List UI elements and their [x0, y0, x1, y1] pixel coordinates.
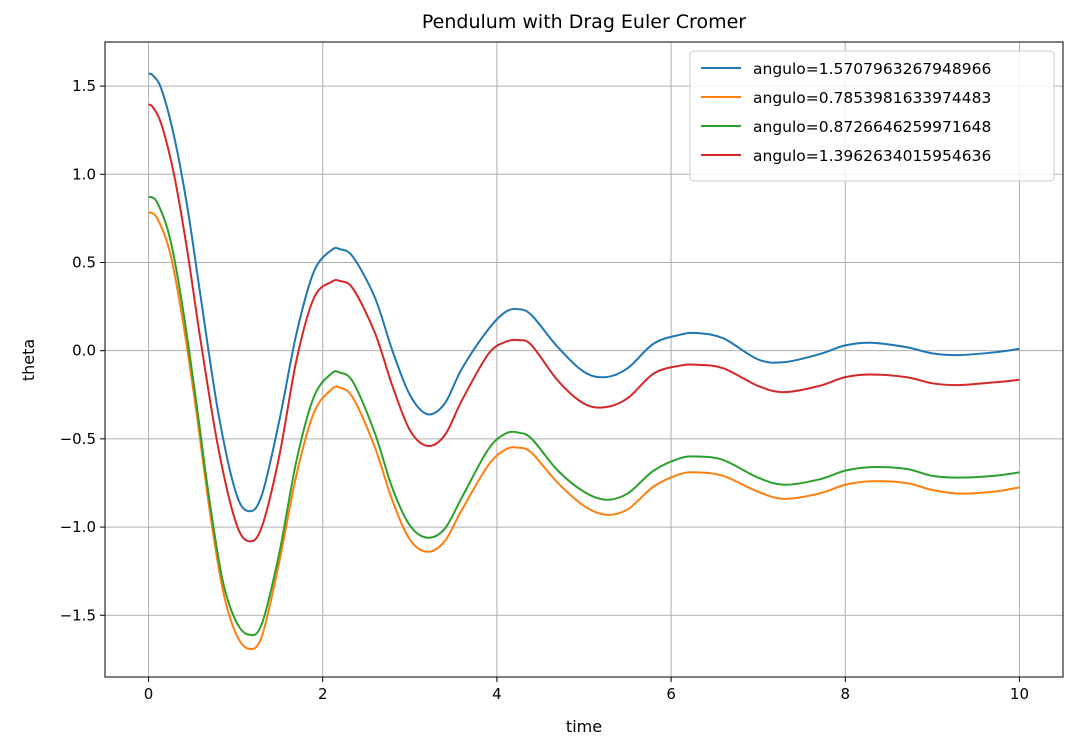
x-tick-label: 0 [144, 685, 154, 703]
chart-title: Pendulum with Drag Euler Cromer [422, 11, 746, 33]
grid [105, 42, 1063, 677]
series-lines [147, 72, 1020, 651]
x-tick-label: 10 [1010, 685, 1029, 703]
x-axis-label: time [566, 717, 602, 736]
plot-frame [104, 41, 1064, 678]
x-axis-ticks: 0 2 4 6 8 10 [144, 677, 1029, 703]
y-tick-label: −1.0 [60, 518, 96, 536]
legend-label: angulo=0.7853981633974483 [753, 89, 991, 107]
y-tick-label: 0.5 [72, 253, 96, 271]
x-tick-label: 8 [840, 685, 850, 703]
x-tick-label: 2 [318, 685, 328, 703]
series-line-4 [148, 103, 1020, 543]
legend-box [689, 50, 1055, 182]
x-tick-label: 4 [492, 685, 502, 703]
legend-label: angulo=0.8726646259971648 [753, 118, 991, 136]
y-tick-label: −1.5 [60, 606, 96, 624]
legend-label: angulo=1.3962634015954636 [753, 147, 991, 165]
y-tick-label: 1.0 [72, 165, 96, 183]
series-line-3 [147, 195, 1020, 637]
y-axis-label: theta [19, 339, 38, 381]
legend-label: angulo=1.5707963267948966 [753, 60, 991, 78]
x-tick-label: 6 [666, 685, 676, 703]
y-tick-label: −0.5 [60, 430, 96, 448]
y-tick-label: 0.0 [72, 342, 96, 360]
y-tick-label: 1.5 [72, 77, 96, 95]
series-line-1 [148, 72, 1020, 513]
y-axis-ticks: −1.5 −1.0 −0.5 0.0 0.5 1.0 1.5 [60, 77, 105, 624]
series-line-2 [147, 211, 1020, 651]
legend: angulo=1.5707963267948966 angulo=0.785398… [689, 50, 1055, 182]
